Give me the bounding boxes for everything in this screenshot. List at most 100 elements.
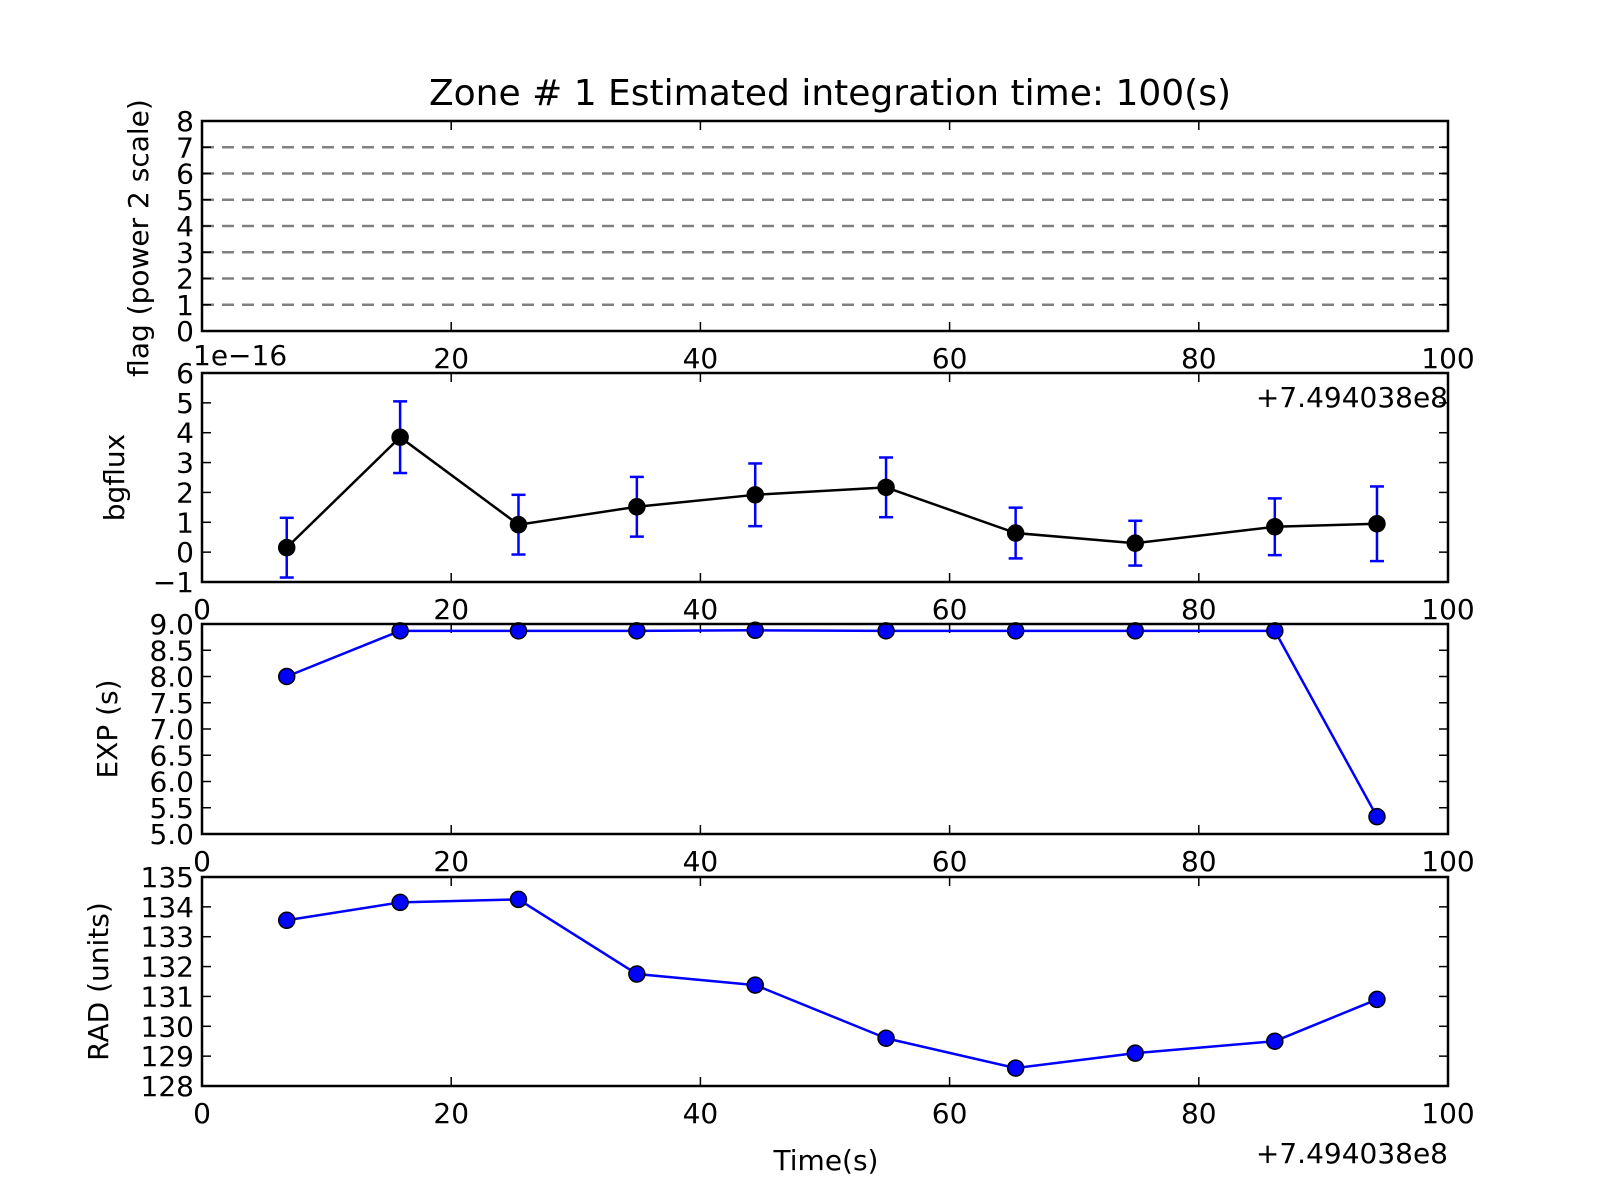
y-tick-label: 0 (176, 536, 194, 569)
data-point (1266, 518, 1284, 536)
y-tick-label: 4 (176, 210, 194, 243)
data-point (509, 515, 528, 534)
x-tick-label: 60 (932, 845, 968, 878)
data-point (746, 976, 764, 994)
x-tick-label: 80 (1181, 845, 1217, 878)
data-point (746, 621, 764, 640)
y-tick-label: 133 (141, 921, 194, 954)
x-offset-label: +7.494038e8 (1256, 1137, 1448, 1170)
x-tick-label: 20 (433, 593, 469, 626)
x-tick-label: 80 (1181, 1097, 1217, 1130)
x-tick-label: 60 (932, 1097, 968, 1130)
y-axis-label: EXP (s) (91, 679, 124, 778)
x-tick-label: 0 (193, 593, 211, 626)
y-tick-label: 2 (176, 476, 194, 509)
data-point (391, 893, 409, 912)
y-tick-label: 1 (176, 289, 194, 322)
x-tick-label: 40 (683, 593, 719, 626)
y-axis-label: flag (power 2 scale) (122, 99, 155, 377)
y-tick-label: 4 (176, 417, 194, 450)
x-tick-label: 100 (1421, 1097, 1474, 1130)
data-point (628, 498, 646, 516)
x-tick-label: 80 (1181, 342, 1217, 375)
series-line (285, 435, 1378, 549)
axes-frame (200, 119, 1450, 333)
y-tick-label: 128 (141, 1070, 194, 1103)
axes-frame (200, 622, 1450, 836)
y-tick-label: 3 (176, 236, 194, 269)
y-tick-label: 8.0 (149, 661, 194, 694)
data-point (1266, 1032, 1284, 1050)
y-offset-label: 1e−16 (193, 339, 287, 372)
series-line (286, 629, 1379, 818)
y-tick-label: 8.5 (149, 634, 194, 667)
panel-exp: 0 20 40 60 80 100 5.05.56.06.57.07.58.08.59.0 E… (91, 608, 1475, 878)
x-tick-label: 20 (433, 342, 469, 375)
y-tick-label: 5.0 (149, 818, 194, 851)
y-tick-label: 2 (176, 263, 194, 296)
data-point (1368, 990, 1386, 1009)
y-tick-label: 6 (176, 357, 194, 390)
x-tick-label: 100 (1421, 845, 1474, 878)
x-tick-label: 80 (1181, 593, 1217, 626)
y-tick-label: 6.5 (149, 739, 194, 772)
x-tick-label: 40 (683, 845, 719, 878)
x-axis-label: Time(s) (773, 1144, 879, 1177)
y-tick-label: 129 (141, 1040, 194, 1073)
data-point (877, 1029, 895, 1047)
y-axis-label: bgflux (98, 434, 131, 522)
x-tick-label: 100 (1421, 342, 1474, 375)
y-tick-label: 7 (176, 131, 194, 164)
data-point (1368, 515, 1386, 533)
data-point (877, 478, 895, 497)
data-point (628, 965, 646, 983)
data-point (1006, 524, 1025, 542)
y-tick-label: 5 (176, 184, 194, 217)
y-tick-label: 1 (176, 506, 194, 539)
x-tick-label: 40 (683, 1097, 719, 1130)
x-tick-label: 20 (433, 845, 469, 878)
x-tick-label: 0 (193, 845, 211, 878)
data-point (1368, 807, 1386, 826)
data-point (391, 428, 409, 446)
y-tick-label: 132 (141, 951, 194, 984)
data-point (277, 667, 296, 686)
y-tick-label: 135 (141, 861, 194, 894)
x-tick-label: 20 (433, 1097, 469, 1130)
y-tick-label: 0 (176, 315, 194, 348)
data-point (509, 890, 528, 909)
data-point (746, 486, 764, 504)
y-tick-label: 3 (176, 447, 194, 480)
y-tick-label: 7.0 (149, 713, 194, 746)
data-point (1126, 1044, 1145, 1062)
y-tick-label: −1 (153, 566, 194, 599)
x-tick-label: 0 (193, 1097, 211, 1130)
y-tick-label: 131 (141, 980, 194, 1013)
axes-frame (200, 875, 1450, 1088)
axes-frame (200, 371, 1450, 584)
y-tick-label: 7.5 (149, 687, 194, 720)
x-tick-label: 100 (1421, 593, 1474, 626)
x-tick-label: 40 (683, 342, 719, 375)
y-tick-label: 8 (176, 105, 194, 138)
y-tick-label: 6 (176, 158, 194, 191)
series-line (286, 898, 1378, 1070)
data-point (1006, 1059, 1025, 1077)
x-offset-label: +7.494038e8 (1256, 381, 1448, 414)
data-point (277, 911, 296, 930)
x-tick-label: 60 (932, 342, 968, 375)
x-tick-label: 60 (932, 593, 968, 626)
y-tick-label: 130 (141, 1010, 194, 1043)
y-tick-label: 6.0 (149, 766, 194, 799)
y-tick-label: 5.5 (149, 792, 194, 825)
y-tick-label: 134 (141, 891, 194, 924)
y-axis-label: RAD (units) (82, 902, 115, 1061)
y-tick-label: 9.0 (149, 608, 194, 641)
data-point (1126, 534, 1145, 552)
data-point (277, 538, 296, 557)
